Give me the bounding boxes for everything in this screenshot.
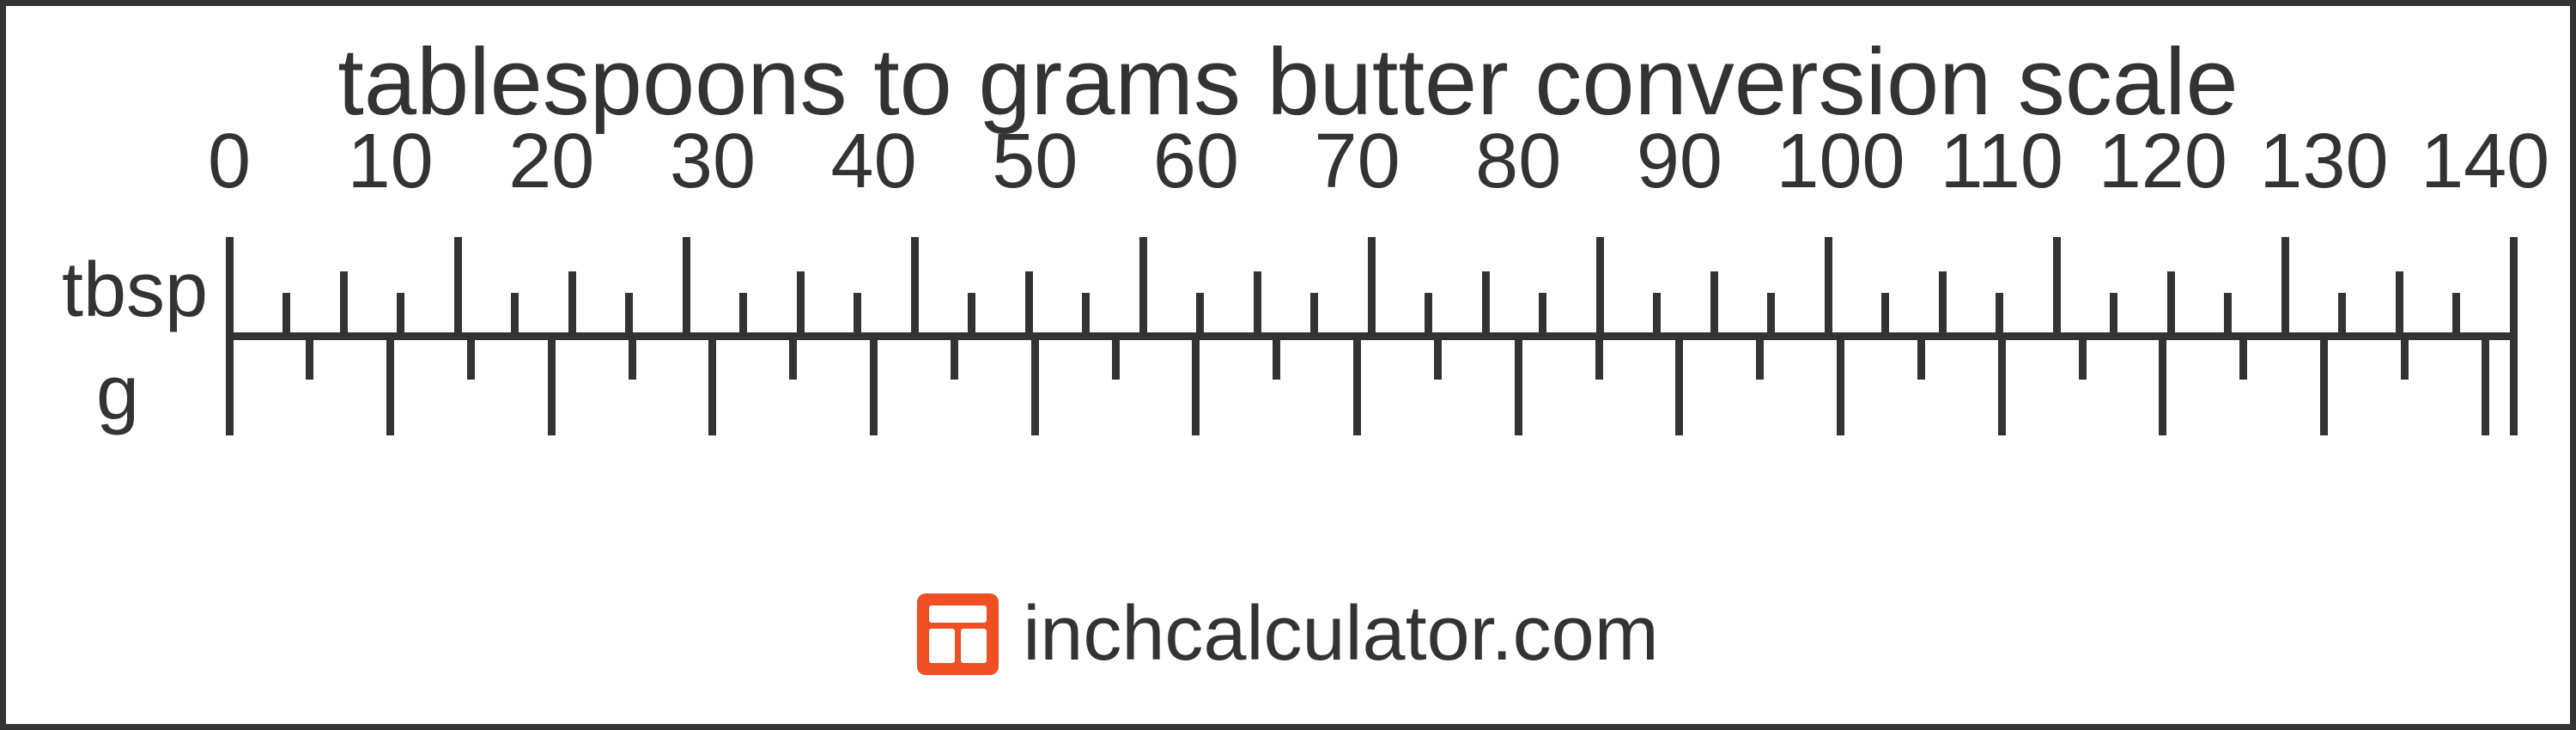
footer-text: inchcalculator.com (1023, 590, 1658, 678)
top-tick (568, 271, 576, 340)
bottom-tick-label: 110 (1940, 118, 2063, 206)
bottom-tick (1112, 332, 1120, 380)
bottom-tick-label: 20 (508, 118, 594, 206)
top-tick (683, 237, 690, 340)
top-tick (2338, 293, 2346, 340)
bottom-unit-label: g (96, 350, 139, 438)
bottom-tick (306, 332, 313, 380)
top-tick (397, 293, 404, 340)
top-tick (1881, 293, 1889, 340)
top-tick (1082, 293, 1090, 340)
top-tick (454, 237, 462, 340)
bottom-tick (2320, 332, 2328, 435)
top-tick (1710, 271, 1718, 340)
top-tick (854, 293, 861, 340)
top-tick (1653, 293, 1661, 340)
bottom-tick (1192, 332, 1200, 435)
bottom-tick-label: 90 (1637, 118, 1722, 206)
top-tick (739, 293, 747, 340)
top-tick (2224, 293, 2232, 340)
top-tick (1767, 293, 1775, 340)
bottom-tick (2482, 332, 2489, 435)
top-unit-label: tbsp (62, 246, 208, 335)
bottom-tick (789, 332, 797, 380)
top-tick (511, 293, 519, 340)
top-tick (968, 293, 975, 340)
bottom-tick (2401, 332, 2409, 380)
bottom-tick-label: 50 (992, 118, 1078, 206)
top-tick (1539, 293, 1546, 340)
bottom-tick-label: 80 (1475, 118, 1561, 206)
bottom-tick (548, 332, 556, 435)
top-tick (1482, 271, 1490, 340)
bottom-tick (1595, 332, 1603, 380)
top-tick (797, 271, 805, 340)
top-tick (1025, 271, 1033, 340)
top-tick (1254, 271, 1261, 340)
bottom-tick-label: 100 (1776, 118, 1905, 206)
top-tick (283, 293, 290, 340)
bottom-tick (386, 332, 394, 435)
bottom-tick (1515, 332, 1522, 435)
bottom-tick-label: 140 (2421, 118, 2549, 206)
bottom-tick (1031, 332, 1039, 435)
bottom-tick (708, 332, 716, 435)
top-tick (340, 271, 348, 340)
footer: inchcalculator.com (6, 590, 2570, 694)
top-tick (1310, 293, 1318, 340)
bottom-tick (629, 332, 636, 380)
top-tick (2110, 293, 2117, 340)
bottom-tick (1675, 332, 1683, 435)
bottom-tick-label: 60 (1153, 118, 1239, 206)
top-tick (1939, 271, 1947, 340)
calculator-icon (917, 593, 999, 675)
bottom-tick-label: 10 (348, 118, 434, 206)
bottom-tick (1273, 332, 1280, 380)
bottom-tick (2079, 332, 2087, 380)
bottom-tick-label: 30 (670, 118, 756, 206)
top-tick (2053, 237, 2061, 340)
bottom-tick (951, 332, 958, 380)
conversion-scale-container: tablespoons to grams butter conversion s… (0, 0, 2576, 730)
top-tick (2281, 237, 2289, 340)
bottom-tick (2239, 332, 2247, 380)
bottom-tick-label: 40 (831, 118, 917, 206)
top-tick (2396, 271, 2403, 340)
bottom-tick (2159, 332, 2166, 435)
top-tick (2452, 293, 2460, 340)
top-tick (1596, 237, 1604, 340)
top-tick (1139, 237, 1147, 340)
top-tick (1425, 293, 1432, 340)
top-tick (1825, 237, 1832, 340)
end-tick (2510, 237, 2518, 435)
top-tick (1368, 237, 1376, 340)
bottom-tick (1917, 332, 1925, 380)
bottom-tick (467, 332, 475, 380)
bottom-tick (870, 332, 878, 435)
bottom-tick (1998, 332, 2006, 435)
bottom-tick (1434, 332, 1442, 380)
bottom-tick (1353, 332, 1361, 435)
bottom-tick (1756, 332, 1764, 380)
bottom-tick-label: 120 (2099, 118, 2227, 206)
bottom-tick (1837, 332, 1844, 435)
bottom-tick-label: 130 (2259, 118, 2388, 206)
top-tick (2167, 271, 2175, 340)
bottom-tick-label: 70 (1315, 118, 1400, 206)
end-tick (226, 237, 234, 435)
bottom-tick-label: 0 (208, 118, 251, 206)
top-tick (911, 237, 919, 340)
